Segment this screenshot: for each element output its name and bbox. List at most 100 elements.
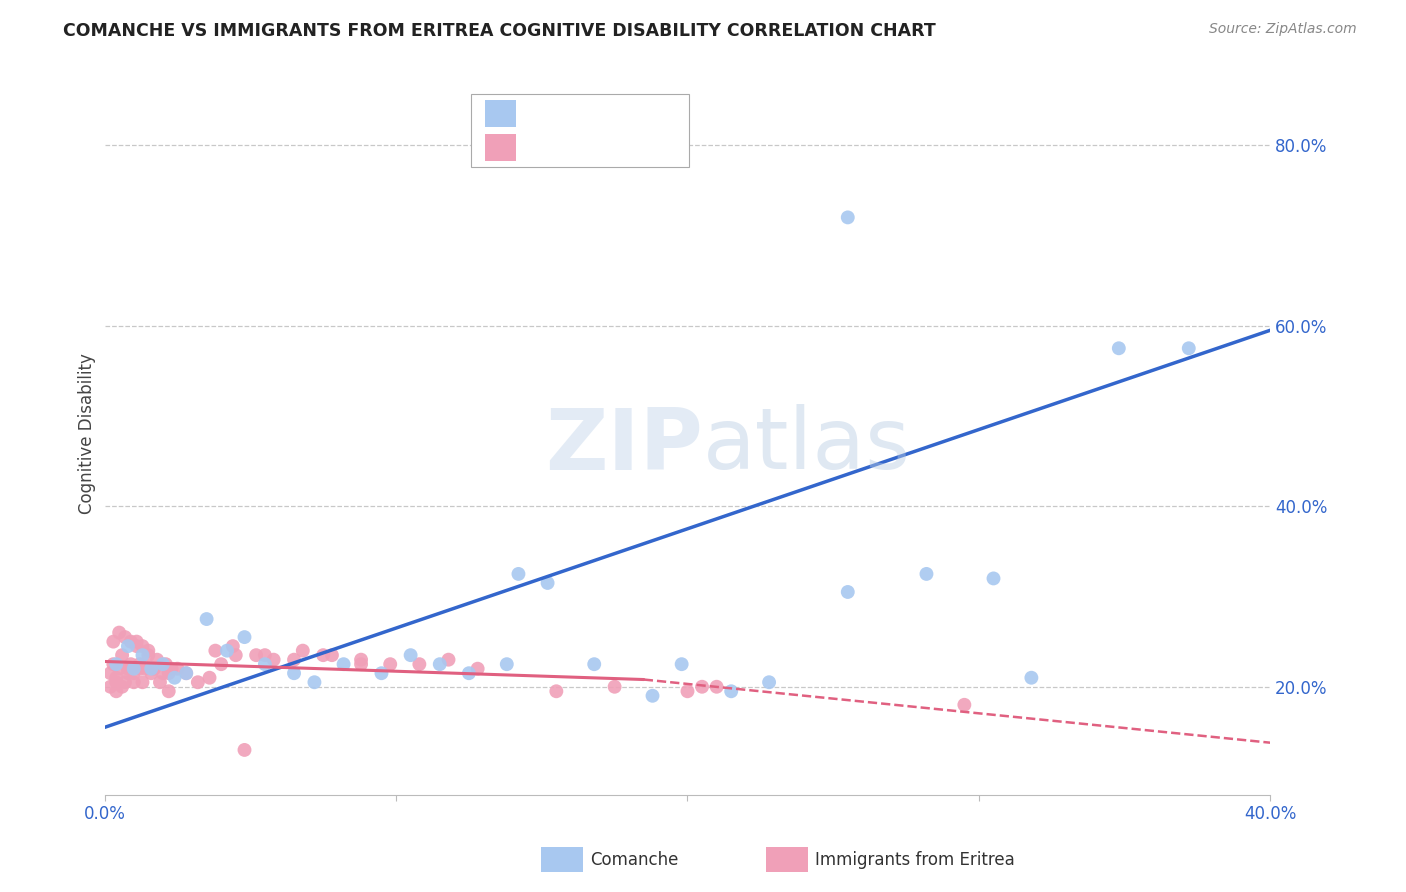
Point	[187, 675, 209, 690]
Point	[429, 657, 451, 672]
Text: R =  0.780: R = 0.780	[527, 104, 627, 122]
Point	[157, 684, 180, 698]
Point	[321, 648, 343, 662]
Point	[399, 648, 422, 662]
Point	[131, 675, 153, 690]
Point	[120, 634, 142, 648]
Point	[291, 643, 314, 657]
Text: COMANCHE VS IMMIGRANTS FROM ERITREA COGNITIVE DISABILITY CORRELATION CHART: COMANCHE VS IMMIGRANTS FROM ERITREA COGN…	[63, 22, 936, 40]
Point	[583, 657, 606, 672]
Point	[136, 648, 159, 662]
Point	[253, 648, 276, 662]
Point	[915, 566, 938, 581]
Point	[122, 675, 145, 690]
Point	[253, 657, 276, 672]
Point	[166, 662, 188, 676]
Point	[174, 666, 197, 681]
Point	[983, 571, 1005, 585]
Point	[195, 612, 218, 626]
Point	[100, 666, 122, 681]
Point	[676, 684, 699, 698]
Point	[283, 653, 305, 667]
Point	[114, 675, 136, 690]
Point	[111, 648, 134, 662]
Point	[120, 657, 142, 672]
Point	[174, 666, 197, 681]
Point	[706, 680, 728, 694]
Point	[103, 657, 125, 672]
Text: N = 30: N = 30	[621, 104, 683, 122]
Point	[312, 648, 335, 662]
Point	[1021, 671, 1043, 685]
Text: R = -0.128: R = -0.128	[527, 138, 627, 156]
Point	[105, 675, 128, 690]
Point	[125, 639, 148, 653]
Text: Source: ZipAtlas.com: Source: ZipAtlas.com	[1209, 22, 1357, 37]
Point	[141, 666, 163, 681]
Point	[128, 662, 150, 676]
Point	[495, 657, 517, 672]
Point	[758, 675, 780, 690]
Point	[546, 684, 568, 698]
Point	[117, 666, 139, 681]
Point	[105, 671, 128, 685]
Point	[152, 657, 174, 672]
Text: N = 66: N = 66	[621, 138, 683, 156]
Point	[122, 666, 145, 681]
Point	[1108, 341, 1130, 355]
Point	[671, 657, 693, 672]
Point	[408, 657, 430, 672]
Point	[720, 684, 742, 698]
Point	[690, 680, 713, 694]
Point	[380, 657, 402, 672]
Point	[508, 566, 530, 581]
Point	[117, 639, 139, 653]
Point	[1177, 341, 1199, 355]
Point	[163, 671, 186, 685]
Point	[198, 671, 221, 685]
Point	[304, 675, 326, 690]
Point	[467, 662, 489, 676]
Point	[136, 643, 159, 657]
Point	[437, 653, 460, 667]
Point	[117, 662, 139, 676]
Y-axis label: Cognitive Disability: Cognitive Disability	[79, 353, 96, 515]
Point	[146, 653, 169, 667]
Point	[134, 662, 156, 676]
Point	[105, 657, 128, 672]
Point	[157, 666, 180, 681]
Point	[149, 675, 172, 690]
Point	[105, 684, 128, 698]
Point	[128, 657, 150, 672]
Point	[350, 657, 373, 672]
Point	[225, 648, 247, 662]
Point	[953, 698, 976, 712]
Point	[332, 657, 354, 672]
Point	[536, 576, 558, 591]
Point	[215, 643, 238, 657]
Point	[108, 662, 131, 676]
Point	[641, 689, 664, 703]
Point	[350, 653, 373, 667]
Point	[122, 662, 145, 676]
Point	[837, 211, 859, 225]
Point	[837, 585, 859, 599]
Text: Comanche: Comanche	[591, 851, 679, 869]
Text: atlas: atlas	[703, 404, 911, 488]
Point	[143, 662, 166, 676]
Point	[131, 639, 153, 653]
Point	[152, 666, 174, 681]
Point	[141, 662, 163, 676]
Point	[245, 648, 267, 662]
Point	[370, 666, 392, 681]
Point	[222, 639, 245, 653]
Point	[100, 680, 122, 694]
Point	[209, 657, 232, 672]
Point	[125, 634, 148, 648]
Point	[111, 680, 134, 694]
Point	[283, 666, 305, 681]
Point	[108, 625, 131, 640]
Point	[458, 666, 481, 681]
Point	[155, 657, 177, 672]
Point	[233, 630, 256, 644]
